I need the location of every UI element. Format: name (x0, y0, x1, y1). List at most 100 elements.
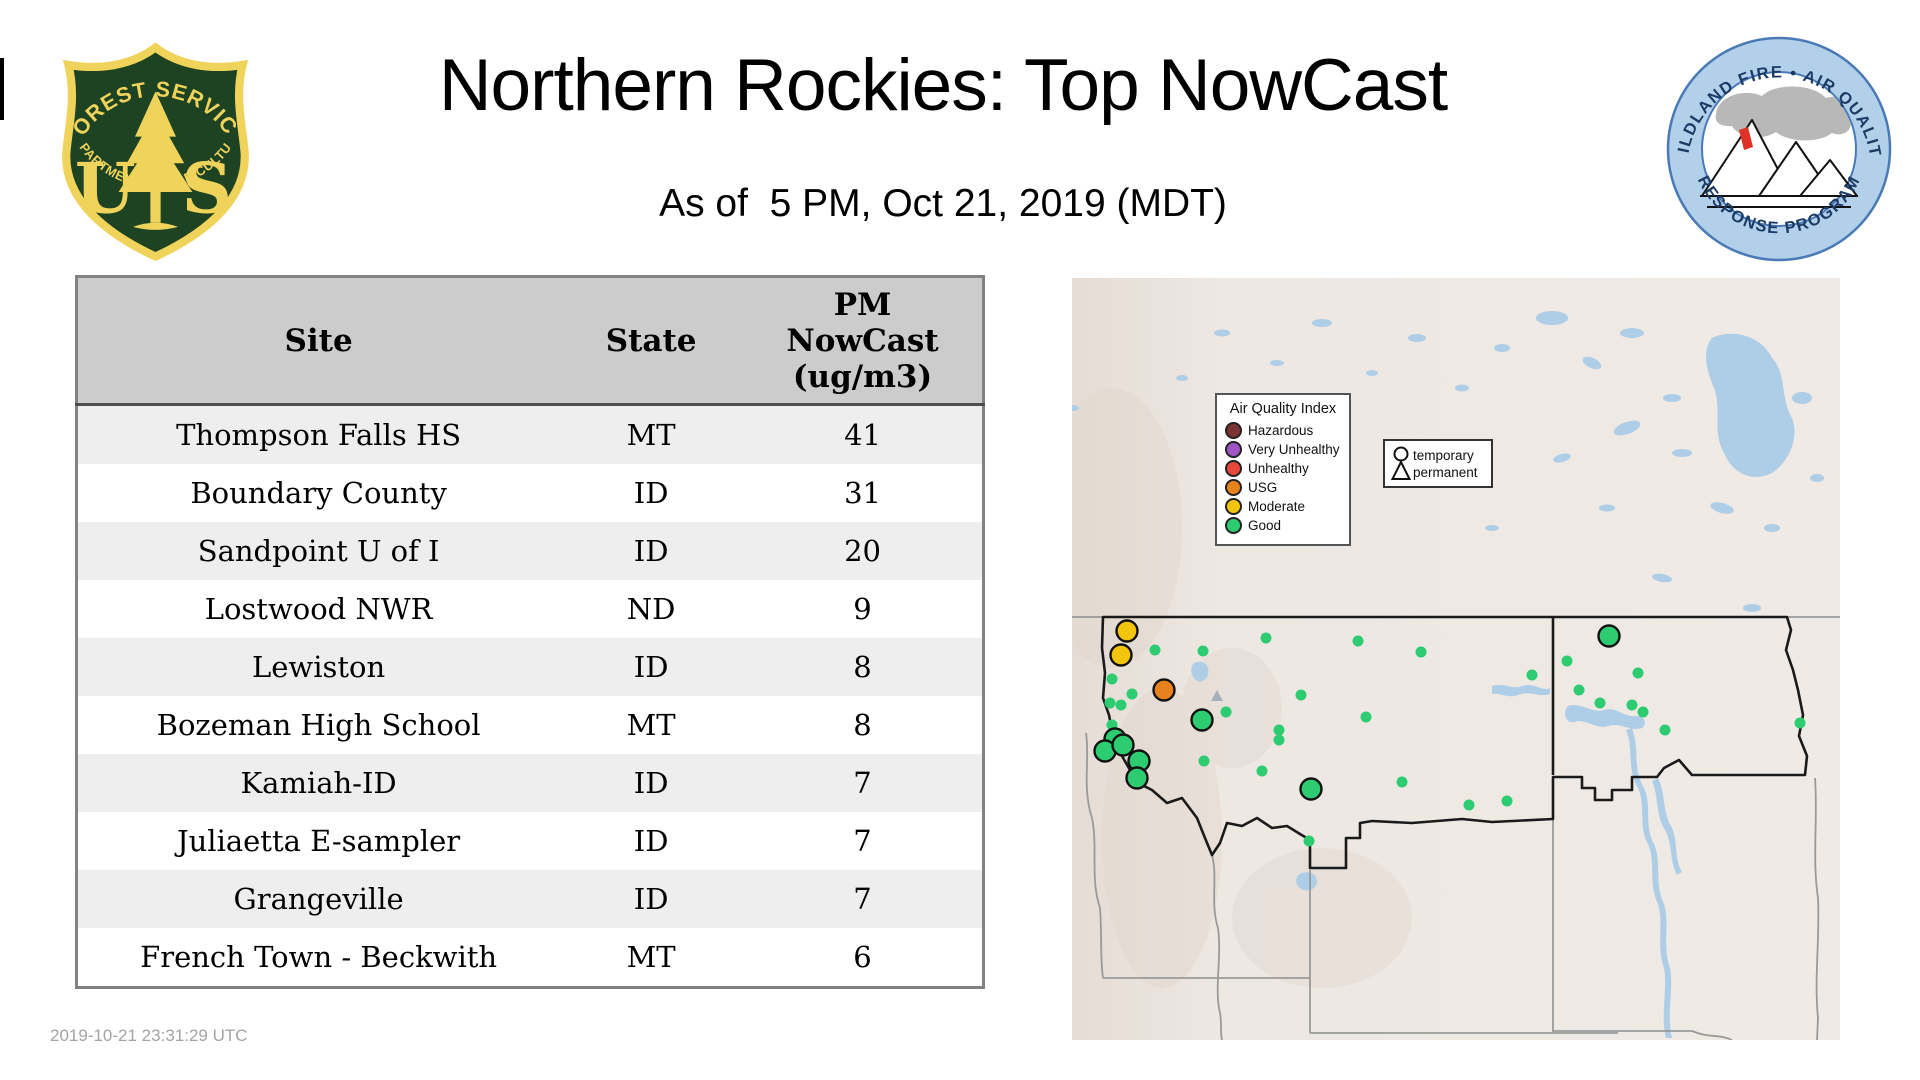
monitor-dot-good (1149, 644, 1161, 656)
monitor-dot-good (1115, 699, 1127, 711)
column-header-state: State (559, 276, 744, 406)
temporary-label: temporary (1413, 447, 1474, 463)
site-cell: Sandpoint U of I (76, 522, 560, 580)
monitor-dot-good (1594, 697, 1606, 709)
monitor-dot-good (1501, 795, 1513, 807)
monitor-dot-good (1561, 655, 1573, 667)
monitor-circle-large (1109, 643, 1133, 667)
value-cell: 7 (743, 754, 984, 812)
monitor-dot-good (1415, 646, 1427, 658)
monitor-circle-large (1125, 766, 1149, 790)
site-cell: Bozeman High School (76, 696, 560, 754)
table-row: French Town - Beckwith MT 6 (76, 928, 984, 988)
aqi-legend-item: Very Unhealthy (1225, 441, 1341, 458)
value-cell: 31 (743, 464, 984, 522)
table-row: Kamiah-ID ID 7 (76, 754, 984, 812)
table-row: Juliaetta E-sampler ID 7 (76, 812, 984, 870)
site-cell: Thompson Falls HS (76, 404, 560, 464)
monitor-type-legend: temporary permanent (1383, 439, 1493, 488)
value-cell: 8 (743, 696, 984, 754)
monitor-dot-good (1273, 734, 1285, 746)
nowcast-table-body: Thompson Falls HS MT 41 Boundary County ID 31… (76, 404, 984, 988)
aqi-legend: Air Quality Index Hazardous Very Unhealth… (1215, 393, 1351, 546)
monitor-dot-good (1794, 717, 1806, 729)
monitor-dot-good (1303, 835, 1315, 847)
state-cell: ID (559, 870, 744, 928)
state-cell: MT (559, 404, 744, 464)
table-row: Sandpoint U of I ID 20 (76, 522, 984, 580)
wfaqrp-logo: WILDLAND FIRE • AIR QUALITY RESPONSE PRO… (1664, 34, 1892, 262)
aqi-color-dot (1225, 498, 1242, 515)
aqi-legend-item: USG (1225, 479, 1341, 496)
table-row: Grangeville ID 7 (76, 870, 984, 928)
table-row: Lostwood NWR ND 9 (76, 580, 984, 638)
table-row: Boundary County ID 31 (76, 464, 984, 522)
table-row: Lewiston ID 8 (76, 638, 984, 696)
permanent-label: permanent (1413, 464, 1478, 480)
monitor-dot-good (1352, 635, 1364, 647)
monitor-dot-good (1198, 755, 1210, 767)
mountains-icon (1701, 119, 1858, 197)
state-borders-gray (1072, 616, 1840, 1040)
monitor-dot-good (1197, 645, 1209, 657)
table-row: Bozeman High School MT 8 (76, 696, 984, 754)
monitor-dot-good (1126, 688, 1138, 700)
monitor-dot-good (1632, 667, 1644, 679)
aqi-legend-items: Hazardous Very Unhealthy Unhealthy USG Moder… (1225, 422, 1341, 534)
state-cell: MT (559, 928, 744, 988)
aqi-color-dot (1225, 422, 1242, 439)
aqi-color-dot (1225, 517, 1242, 534)
monitor-type-icons (1390, 446, 1412, 480)
aqi-item-label: Unhealthy (1248, 461, 1309, 476)
monitor-dot-good (1360, 711, 1372, 723)
value-cell: 20 (743, 522, 984, 580)
aqi-item-label: Good (1248, 518, 1282, 533)
site-cell: Boundary County (76, 464, 560, 522)
pine-tree-icon (118, 91, 193, 230)
state-cell: ID (559, 812, 744, 870)
monitor-dot-good (1295, 689, 1307, 701)
state-cell: ND (559, 580, 744, 638)
monitor-dot-good (1396, 776, 1408, 788)
monitor-dot-good (1659, 724, 1671, 736)
monitor-dot-good (1573, 684, 1585, 696)
site-cell: French Town - Beckwith (76, 928, 560, 988)
state-cell: ID (559, 754, 744, 812)
aqi-color-dot (1225, 460, 1242, 477)
map-water (1072, 311, 1824, 1038)
monitor-circle-large (1190, 708, 1214, 732)
aqi-item-label: USG (1248, 480, 1278, 495)
permanent-monitor-icon (1390, 459, 1412, 480)
monitor-markers (1093, 619, 1806, 847)
value-cell: 6 (743, 928, 984, 988)
site-cell: Kamiah-ID (76, 754, 560, 812)
mountain-baselines (1700, 195, 1858, 208)
aqi-legend-item: Unhealthy (1225, 460, 1341, 477)
monitor-dot-good (1637, 706, 1649, 718)
aqi-item-label: Moderate (1248, 499, 1306, 514)
aqi-color-dot (1225, 479, 1242, 496)
site-cell: Grangeville (76, 870, 560, 928)
flame-icon (1739, 127, 1753, 150)
value-cell: 7 (743, 870, 984, 928)
temporary-monitor-icon (1393, 446, 1409, 461)
nowcast-table: Site State PM NowCast (ug/m3) Thompson F… (75, 275, 985, 989)
column-header-site: Site (76, 276, 560, 406)
site-cell: Lostwood NWR (76, 580, 560, 638)
page-subtitle: As of 5 PM, Oct 21, 2019 (MDT) (659, 182, 1227, 225)
site-cell: Lewiston (76, 638, 560, 696)
generation-timestamp: 2019-10-21 23:31:29 UTC (50, 1026, 248, 1045)
site-cell: Juliaetta E-sampler (76, 812, 560, 870)
monitor-circle-large (1115, 619, 1139, 643)
monitor-dot-good (1104, 697, 1116, 709)
monitor-circle-large (1111, 733, 1135, 757)
gray-triangle-marker (1211, 690, 1223, 701)
column-header-pm-nowcast: PM NowCast (ug/m3) (743, 276, 984, 406)
state-cell: MT (559, 696, 744, 754)
aqi-legend-item: Moderate (1225, 498, 1341, 515)
air-quality-map (1072, 278, 1840, 1040)
value-cell: 9 (743, 580, 984, 638)
aqi-item-label: Hazardous (1248, 423, 1314, 438)
state-cell: ID (559, 522, 744, 580)
monitor-dot-good (1260, 632, 1272, 644)
